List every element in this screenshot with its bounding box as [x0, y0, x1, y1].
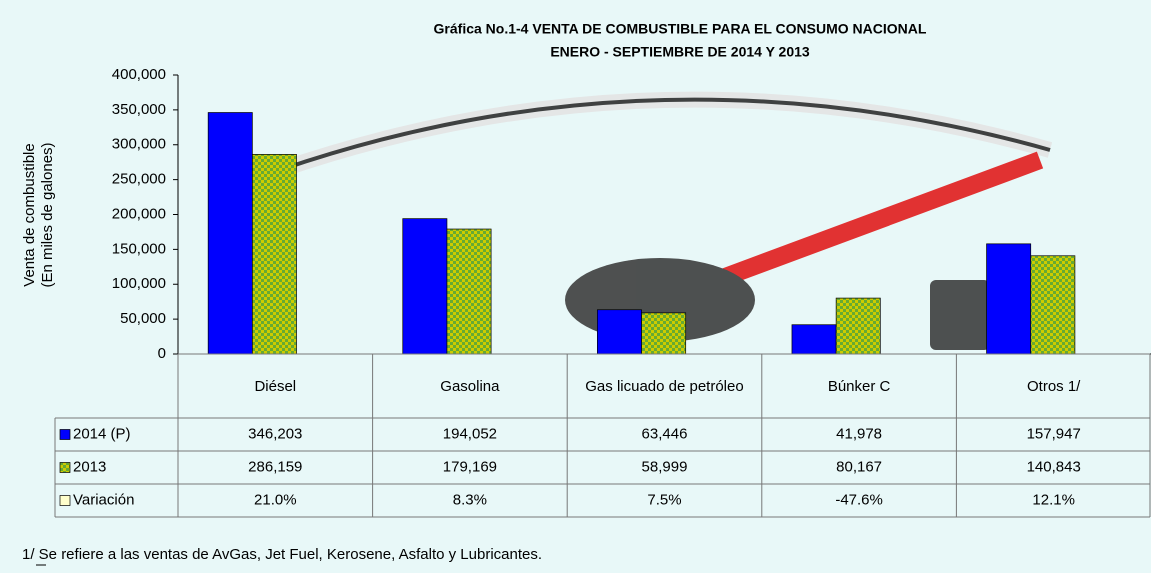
x-tick-label: Diésel — [254, 377, 297, 395]
footnote: 1/ Se refiere a las ventas de AvGas, Jet… — [22, 546, 542, 563]
legend-label: Variación — [73, 491, 134, 508]
y-tick-label: 100,000 — [112, 275, 166, 292]
table-value: 7.5% — [647, 491, 681, 508]
table-value: -47.6% — [835, 491, 883, 508]
y-tick-label: 400,000 — [112, 66, 166, 83]
table-value: 63,446 — [642, 425, 688, 442]
legend-swatch — [59, 462, 71, 473]
bar — [251, 154, 297, 355]
table-value: 21.0% — [254, 491, 297, 508]
chart-title: Gráfica No.1-4 VENTA DE COMBUSTIBLE PARA… — [434, 21, 927, 37]
y-tick-label: 350,000 — [112, 101, 166, 118]
y-tick-label: 0 — [158, 345, 166, 362]
y-tick-label: 50,000 — [120, 310, 166, 327]
y-tick-label: 250,000 — [112, 171, 166, 188]
y-tick-label: 200,000 — [112, 205, 166, 222]
bar — [597, 309, 642, 355]
y-axis-label: (En miles de galones) — [39, 142, 56, 287]
x-tick-label: Búnker C — [827, 377, 891, 395]
legend-label: 2014 (P) — [73, 425, 131, 442]
y-axis-label: Venta de combustible — [21, 143, 38, 286]
x-tick-label: Gasolina — [440, 377, 500, 395]
bar — [791, 324, 837, 355]
legend-swatch — [59, 429, 71, 440]
table-value: 140,843 — [1027, 458, 1081, 475]
legend-swatch — [59, 495, 71, 506]
chart-subtitle: ENERO - SEPTIEMBRE DE 2014 Y 2013 — [550, 44, 810, 60]
category-cell: Diésel — [254, 377, 297, 395]
bar — [641, 312, 687, 355]
bar — [835, 297, 881, 355]
bar — [446, 228, 492, 355]
table-value: 12.1% — [1032, 491, 1075, 508]
y-tick-label: 300,000 — [112, 136, 166, 153]
gauge-decoration — [277, 91, 1053, 350]
table-value: 58,999 — [642, 458, 688, 475]
table-value: 41,978 — [836, 425, 882, 442]
table-value: 286,159 — [248, 458, 302, 475]
category-cell: Búnker C — [827, 377, 891, 395]
table-value: 157,947 — [1027, 425, 1081, 442]
table-value: 8.3% — [453, 491, 487, 508]
table-value: 194,052 — [443, 425, 497, 442]
bar — [402, 218, 448, 355]
bar — [986, 243, 1032, 355]
y-tick-label: 150,000 — [112, 240, 166, 257]
bar — [1030, 255, 1076, 355]
x-tick-label: Otros 1/ — [1027, 377, 1081, 395]
table-value: 80,167 — [836, 458, 882, 475]
legend-label: 2013 — [73, 458, 106, 475]
bar — [207, 112, 253, 355]
category-cell: Gas licuado de petróleo — [585, 377, 744, 395]
category-cell: Gasolina — [440, 377, 500, 395]
x-tick-label: Gas licuado de petróleo — [585, 377, 744, 395]
category-cell: Otros 1/ — [1027, 377, 1081, 395]
table-value: 346,203 — [248, 425, 302, 442]
table-value: 179,169 — [443, 458, 497, 475]
